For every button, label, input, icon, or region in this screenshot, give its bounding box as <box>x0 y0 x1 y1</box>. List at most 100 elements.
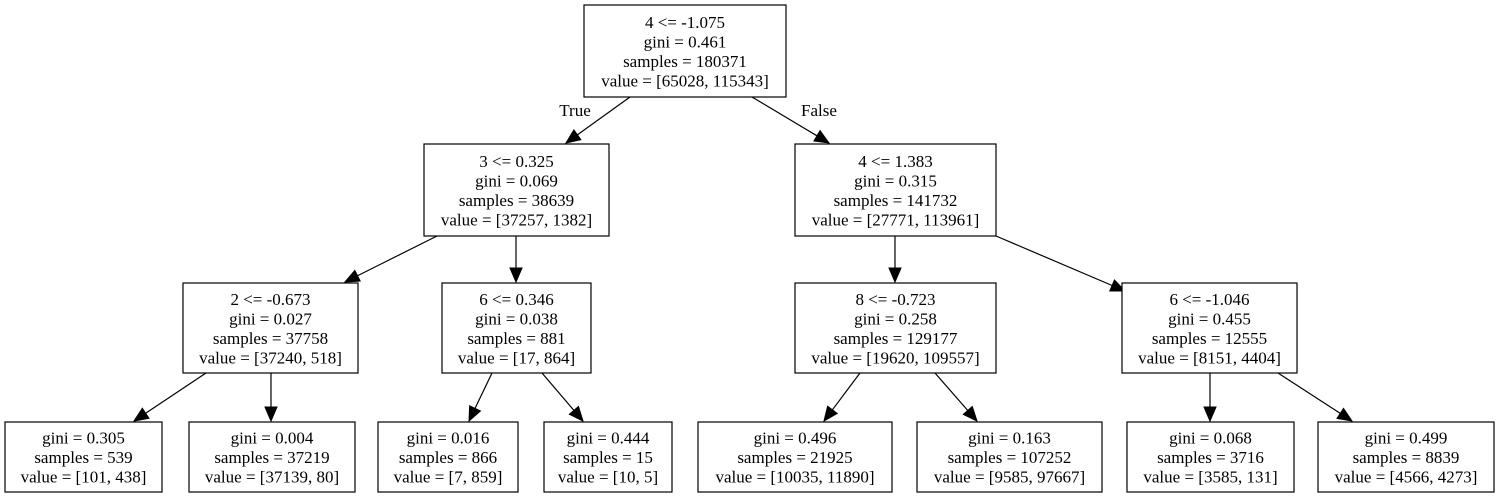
edge-n2-n5 <box>888 236 902 284</box>
node-text-line: gini = 0.016 <box>407 429 490 448</box>
edge-n3-n8 <box>264 373 278 423</box>
arrowhead-icon <box>962 405 978 422</box>
node-text-line: gini = 0.038 <box>475 309 558 328</box>
node-text-line: value = [37139, 80] <box>205 468 339 487</box>
edge-n2-n6 <box>995 235 1127 292</box>
node-text-line: 8 <= -0.723 <box>855 290 935 309</box>
node-text-line: samples = 37219 <box>214 448 329 467</box>
node-text-line: value = [4566, 4273] <box>1335 468 1478 487</box>
node-text-line: gini = 0.499 <box>1365 429 1448 448</box>
node-box <box>441 282 592 374</box>
edge-n0-n1: True <box>559 96 631 144</box>
node-text-line: gini = 0.315 <box>854 171 937 190</box>
node-text-line: gini = 0.305 <box>42 429 125 448</box>
arrowhead-icon <box>1336 407 1354 422</box>
node-box <box>583 4 787 98</box>
edge-label-true: True <box>559 101 591 120</box>
arrowhead-icon <box>888 267 902 284</box>
node-box <box>423 143 610 237</box>
node-text-line: value = [9585, 97667] <box>934 468 1085 487</box>
node-text-line: samples = 8839 <box>1353 448 1460 467</box>
node-text-line: gini = 0.069 <box>475 171 558 190</box>
node-text-line: value = [3585, 131] <box>1143 468 1277 487</box>
node-text-line: 6 <= -1.046 <box>1169 290 1249 309</box>
node-text-line: value = [65028, 115343] <box>601 71 769 90</box>
node-text-line: gini = 0.163 <box>968 429 1051 448</box>
node-text-line: samples = 180371 <box>623 52 747 71</box>
node-text-line: value = [37257, 1382] <box>441 210 592 229</box>
node-box <box>697 421 893 493</box>
node-text-line: samples = 129177 <box>834 329 958 348</box>
edge-line <box>474 372 493 409</box>
node-box <box>4 421 163 493</box>
node-text-line: gini = 0.444 <box>567 429 650 448</box>
edge-n6-n13 <box>1203 373 1217 423</box>
edge-n6-n14 <box>1277 372 1354 422</box>
edge-n0-n2: False <box>751 96 837 144</box>
arrowhead-icon <box>468 405 482 423</box>
edge-n1-n3 <box>343 235 438 283</box>
node-text-line: samples = 38639 <box>459 191 574 210</box>
node-text-line: value = [19620, 109557] <box>811 348 979 367</box>
node-text-line: value = [17, 864] <box>458 348 575 367</box>
edge-n5-n11 <box>823 372 861 423</box>
node-box <box>188 421 356 493</box>
node-text-line: value = [37240, 518] <box>199 348 342 367</box>
arrowhead-icon <box>1109 279 1127 292</box>
node-text-line: gini = 0.496 <box>754 429 837 448</box>
node-text-line: value = [27771, 113961] <box>812 210 980 229</box>
edge-line <box>995 235 1113 287</box>
arrowhead-icon <box>509 267 523 284</box>
edge-n4-n9 <box>468 372 493 423</box>
node-text-line: 3 <= 0.325 <box>479 152 553 171</box>
node-text-line: value = [10, 5] <box>558 468 658 487</box>
arrowhead-icon <box>264 406 278 423</box>
node-text-line: samples = 21925 <box>737 448 852 467</box>
edge-line <box>831 372 861 411</box>
node-text-line: value = [101, 438] <box>21 468 147 487</box>
node-text-line: samples = 539 <box>34 448 132 467</box>
edge-n1-n4 <box>509 236 523 284</box>
node-text-line: samples = 881 <box>467 329 565 348</box>
node-box <box>377 421 519 493</box>
node-box <box>794 143 997 237</box>
node-box <box>794 282 997 374</box>
edge-n4-n10 <box>541 372 584 422</box>
edge-line <box>751 96 818 137</box>
arrowhead-icon <box>823 405 839 423</box>
arrowhead-icon <box>564 129 582 144</box>
edge-line <box>145 372 207 414</box>
node-box <box>543 421 673 493</box>
node-text-line: 2 <= -0.673 <box>230 290 310 309</box>
node-text-line: value = [10035, 11890] <box>715 468 874 487</box>
node-text-line: 4 <= -1.075 <box>645 13 725 32</box>
node-text-line: samples = 107252 <box>948 448 1072 467</box>
node-text-line: samples = 37758 <box>213 329 328 348</box>
node-text-line: samples = 866 <box>399 448 497 467</box>
node-text-line: gini = 0.004 <box>231 429 314 448</box>
node-box <box>916 421 1103 493</box>
edge-n5-n12 <box>934 372 978 422</box>
edge-line <box>577 96 631 136</box>
edge-n3-n7 <box>132 372 207 422</box>
arrowhead-icon <box>132 407 150 422</box>
node-text-line: 6 <= 0.346 <box>479 290 553 309</box>
arrowhead-icon <box>568 405 584 422</box>
node-box <box>1121 282 1298 374</box>
node-text-line: samples = 3716 <box>1157 448 1264 467</box>
node-text-line: 4 <= 1.383 <box>858 152 932 171</box>
edges-layer: True False <box>132 96 1354 423</box>
edge-line <box>357 235 438 277</box>
edge-label-false: False <box>801 101 837 120</box>
